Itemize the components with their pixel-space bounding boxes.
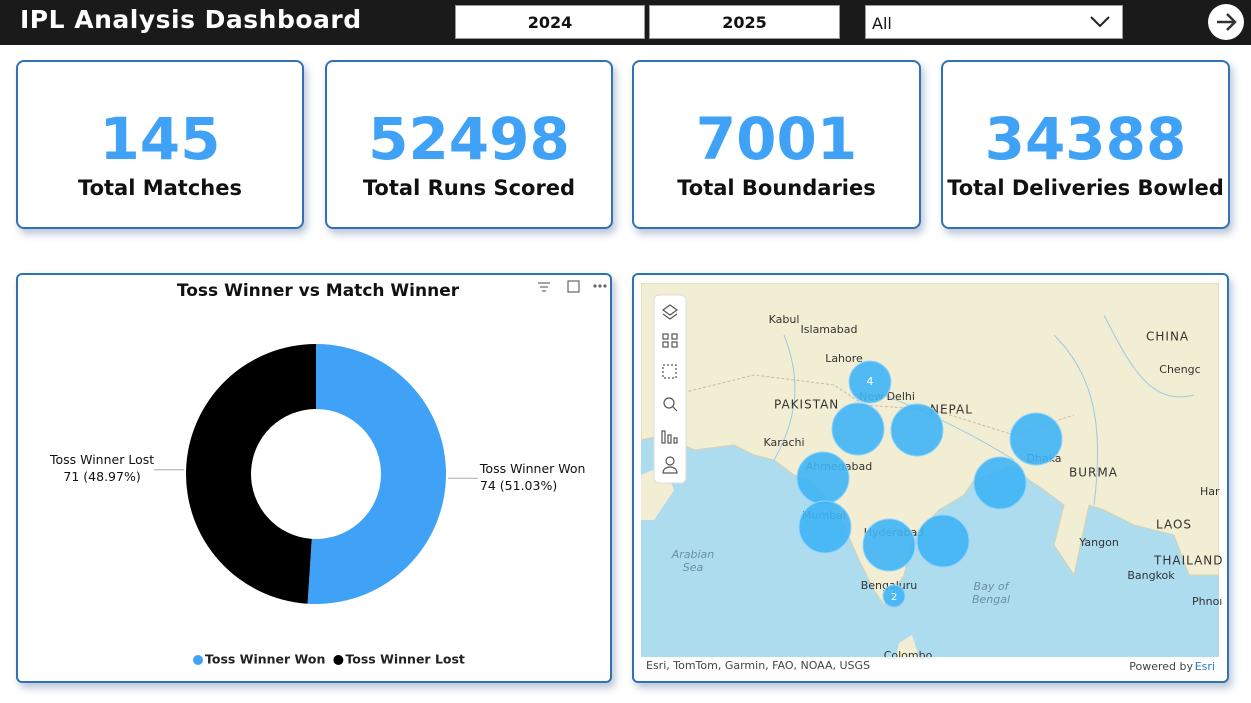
map-bubble [831, 402, 885, 456]
place-label: Chengc [1159, 363, 1200, 376]
visual-icons [538, 280, 607, 293]
place-label: Yangon [1078, 536, 1119, 549]
cluster-label: 2 [891, 592, 897, 603]
kpi-card: 52498 Total Runs Scored [325, 60, 613, 229]
kpi-label: Total Boundaries [677, 176, 876, 200]
attribution-bar [641, 657, 1219, 675]
map-bubble [1009, 412, 1063, 466]
kpi-label: Total Runs Scored [362, 176, 576, 200]
map-toolbar [653, 294, 687, 484]
kpi-card: 145 Total Matches [16, 60, 304, 229]
kpi-value: 7001 [695, 105, 858, 173]
map-panel: Kabul Islamabad Lahore New Delhi NEPAL PAKIST… [632, 273, 1229, 683]
kpi-card: 34388 Total Deliveries Bowled [941, 60, 1230, 229]
data-label-value: 74 (51.03%) [480, 478, 557, 493]
pie-slice [307, 344, 446, 604]
kpi-value: 52498 [368, 105, 570, 173]
dropdown[interactable]: All [865, 5, 1123, 39]
place-label: NEPAL [930, 403, 973, 417]
map-bubble [796, 451, 850, 505]
map-bubble [973, 456, 1027, 510]
year-button[interactable]: 2024 [455, 5, 645, 39]
place-label: Bay of Bengal [972, 580, 1011, 606]
pie-slice [185, 344, 316, 604]
map-bubble [882, 584, 906, 608]
attribution: Esri, TomTom, Garmin, FAO, NOAA, USGS [646, 659, 870, 672]
dropdown-chevron [1090, 16, 1110, 28]
place-label: Karachi [763, 436, 804, 449]
map-base [641, 283, 1219, 657]
place-label: CHINA [1146, 330, 1189, 344]
kpi-value: 34388 [984, 105, 1187, 173]
place-label: Islamabad [801, 323, 858, 336]
data-label-name: Toss Winner Won [479, 461, 586, 476]
kpi-label: Total Matches [78, 176, 242, 200]
legend-label: Toss Winner Won [205, 652, 325, 667]
dashboard-title: IPL Analysis Dashboard [20, 5, 362, 34]
map-bubble [890, 403, 944, 457]
map-bubble [862, 518, 916, 572]
map-bubble [798, 500, 852, 554]
cluster-label: 4 [867, 375, 874, 388]
data-label-value: 71 (48.97%) [63, 469, 140, 484]
powered-by: Powered by [1129, 660, 1193, 673]
next-button[interactable] [1208, 4, 1244, 40]
legend-marker [193, 655, 203, 665]
legend-marker [333, 655, 344, 665]
map-bubble [848, 360, 892, 404]
dropdown-value: All [872, 14, 892, 33]
data-label-name: Toss Winner Lost [49, 452, 154, 467]
year-button[interactable]: 2025 [649, 5, 840, 39]
arrow-icon [1217, 13, 1237, 31]
place-label: BURMA [1069, 466, 1118, 480]
kpi-label: Total Deliveries Bowled [947, 176, 1224, 200]
esri-link: Esri [1195, 660, 1215, 673]
place-label: THAILAND [1153, 554, 1224, 568]
pie-chart: Toss Winner vs Match Winner Toss Winner … [49, 280, 607, 667]
place-label: Bengaluru [861, 579, 918, 592]
place-label: PAKISTAN [774, 398, 839, 412]
place-label: Lahore [825, 352, 863, 365]
place-label: LAOS [1156, 518, 1192, 532]
place-label: Har [1200, 485, 1220, 498]
place-label: Kabul [769, 313, 800, 326]
kpi-card: 7001 Total Boundaries [632, 60, 921, 229]
legend-label: Toss Winner Lost [345, 652, 465, 667]
place-label: Phnoı [1192, 595, 1222, 608]
chart-panel: Toss Winner vs Match Winner Toss Winner … [16, 273, 612, 683]
map-bubble [916, 514, 970, 568]
top-bar: IPL Analysis Dashboard 2024 2025 All [0, 0, 1251, 45]
place-label: Bangkok [1127, 569, 1175, 582]
place-label: Arabian Sea [671, 548, 715, 574]
kpi-value: 145 [99, 105, 221, 173]
chart-title: Toss Winner vs Match Winner [177, 281, 460, 301]
